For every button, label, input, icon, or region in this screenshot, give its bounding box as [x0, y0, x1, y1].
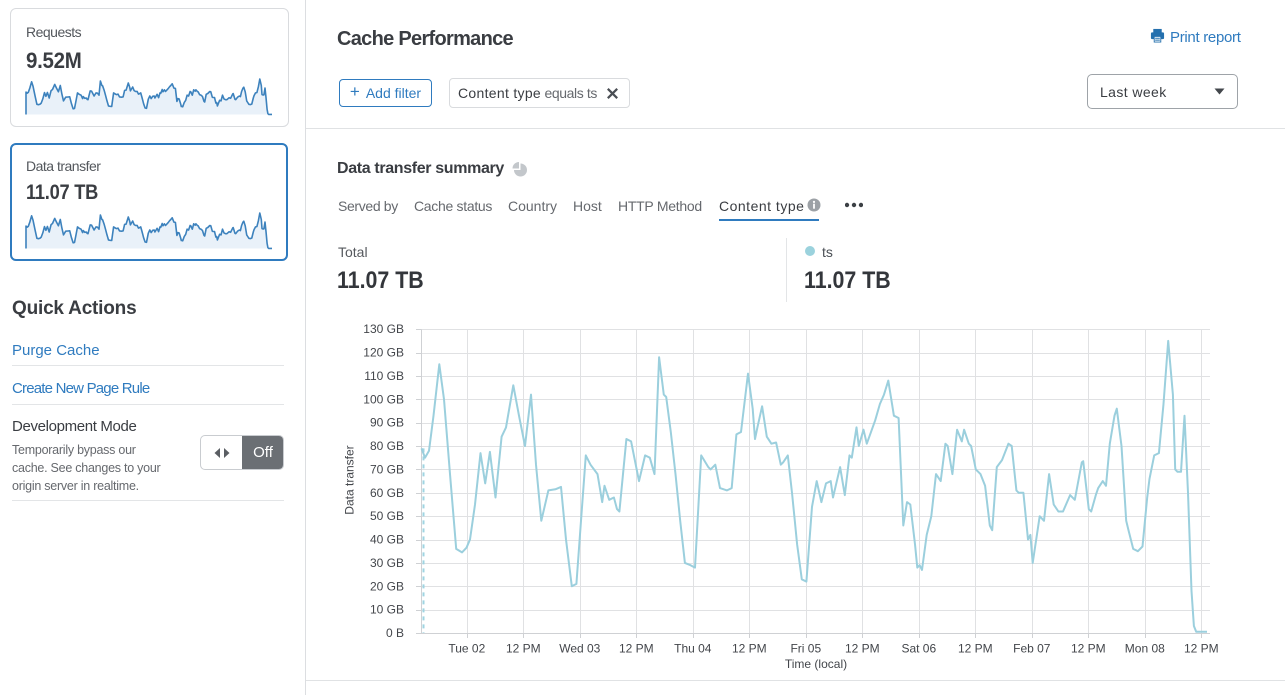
svg-text:50 GB: 50 GB: [370, 509, 404, 523]
svg-text:Sat 06: Sat 06: [901, 642, 936, 656]
svg-text:12 PM: 12 PM: [1184, 642, 1219, 656]
svg-text:Time (local): Time (local): [785, 657, 847, 671]
svg-text:12 PM: 12 PM: [732, 642, 767, 656]
svg-text:0 B: 0 B: [386, 626, 404, 640]
svg-text:Feb 07: Feb 07: [1013, 642, 1051, 656]
svg-text:80 GB: 80 GB: [370, 439, 404, 453]
svg-text:12 PM: 12 PM: [958, 642, 993, 656]
svg-text:90 GB: 90 GB: [370, 416, 404, 430]
svg-text:30 GB: 30 GB: [370, 556, 404, 570]
svg-text:100 GB: 100 GB: [363, 392, 404, 406]
svg-text:70 GB: 70 GB: [370, 462, 404, 476]
svg-text:Wed 03: Wed 03: [559, 642, 600, 656]
svg-text:120 GB: 120 GB: [363, 346, 404, 360]
svg-text:130 GB: 130 GB: [363, 322, 404, 336]
svg-text:12 PM: 12 PM: [619, 642, 654, 656]
svg-text:Mon 08: Mon 08: [1125, 642, 1165, 656]
svg-text:40 GB: 40 GB: [370, 533, 404, 547]
svg-text:Fri 05: Fri 05: [790, 642, 821, 656]
svg-text:20 GB: 20 GB: [370, 579, 404, 593]
svg-text:Data transfer: Data transfer: [343, 445, 357, 514]
svg-text:60 GB: 60 GB: [370, 486, 404, 500]
svg-text:Thu 04: Thu 04: [674, 642, 712, 656]
svg-text:110 GB: 110 GB: [364, 369, 404, 383]
svg-text:Tue 02: Tue 02: [448, 642, 485, 656]
svg-text:12 PM: 12 PM: [1071, 642, 1106, 656]
svg-text:10 GB: 10 GB: [370, 603, 404, 617]
svg-text:12 PM: 12 PM: [845, 642, 880, 656]
svg-text:12 PM: 12 PM: [506, 642, 541, 656]
